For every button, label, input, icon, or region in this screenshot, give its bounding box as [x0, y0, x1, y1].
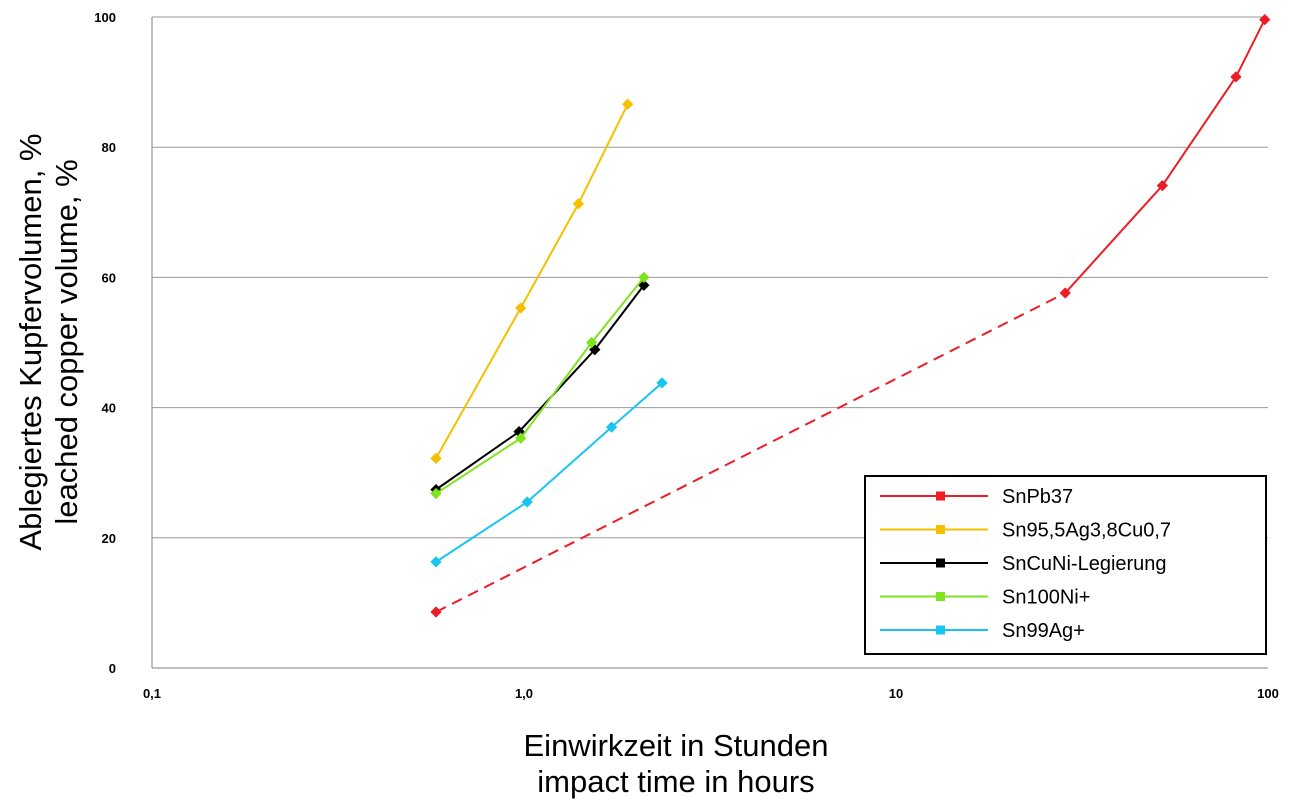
legend: SnPb37 Sn95,5Ag3,8Cu0,7 SnCuNi-Legierung Sn…: [864, 475, 1267, 655]
legend-item-sncuni-legierung: SnCuNi-Legierung: [880, 553, 1167, 575]
y-axis-title: Ablegiertes Kupfervolumen, % leached cop…: [13, 133, 84, 550]
series-line-segment: [1064, 184, 1164, 294]
legend-item-sn99ag: Sn99Ag+: [880, 620, 1085, 642]
legend-swatch-marker: [936, 558, 945, 568]
y-tick-label: 100: [94, 10, 116, 25]
series-line-segment: [610, 382, 663, 428]
y-tick-label: 40: [102, 401, 116, 416]
series-line-segment: [435, 307, 522, 459]
data-point: [515, 432, 527, 444]
series-line-segment: [435, 437, 522, 495]
series-line-segment: [519, 203, 580, 309]
legend-label: SnCuNi-Legierung: [1002, 553, 1167, 575]
x-tick-label: 1,0: [515, 686, 533, 701]
x-tick-label: 0,1: [143, 686, 161, 701]
series-line-segment: [519, 341, 593, 439]
data-point: [515, 302, 527, 314]
series-snpb37: [430, 13, 1271, 618]
data-point: [1230, 71, 1242, 83]
y-axis-title-line-1: Ablegiertes Kupfervolumen, %: [13, 133, 48, 550]
series-line-segment: [1235, 19, 1266, 78]
series-line-segment: [1161, 76, 1237, 187]
legend-label: Sn100Ni+: [1002, 587, 1090, 609]
series-line-segment: [435, 292, 1066, 613]
legend-label: SnPb37: [1002, 486, 1073, 508]
x-tick-label: 10: [889, 686, 903, 701]
legend-label: Sn95,5Ag3,8Cu0,7: [1002, 520, 1171, 542]
data-point: [430, 556, 442, 568]
legend-swatch-marker: [936, 491, 945, 501]
x-axis-title: Einwirkzeit in Stunden impact time in ho…: [524, 728, 829, 799]
data-point: [521, 496, 533, 508]
legend-item-sn95-5ag3-8cu0-7: Sn95,5Ag3,8Cu0,7: [880, 520, 1171, 542]
series-line-segment: [590, 276, 645, 344]
y-tick-label: 0: [109, 661, 116, 676]
y-tick-label: 20: [102, 531, 116, 546]
data-point: [1259, 13, 1271, 26]
series-line-segment: [435, 430, 520, 491]
legend-item-sn100ni: Sn100Ni+: [880, 587, 1090, 609]
x-axis-title-line-2: impact time in hours: [537, 764, 814, 799]
x-tick-labels: 0,1 1,0 10 100: [143, 686, 1279, 701]
axes: [151, 17, 1268, 669]
y-axis-title-line-2: leached copper volume, %: [49, 159, 84, 524]
legend-item-snpb37: SnPb37: [880, 486, 1073, 508]
series-line-segment: [577, 103, 629, 205]
series-layer: [430, 13, 1271, 618]
series-line-segment: [435, 501, 528, 563]
legend-swatch-marker: [936, 625, 945, 635]
data-point: [572, 198, 585, 210]
y-tick-labels: 0 20 40 60 80 100: [94, 10, 116, 676]
data-point: [1059, 287, 1071, 299]
data-point: [430, 452, 442, 465]
legend-label: Sn99Ag+: [1002, 620, 1085, 642]
series-sn95-5ag3-8cu0-7: [430, 98, 634, 465]
series-line-segment: [526, 426, 613, 503]
data-point: [656, 377, 668, 389]
data-point: [430, 606, 442, 618]
data-point: [430, 487, 442, 500]
data-point: [1156, 179, 1169, 192]
series-line-segment: [594, 284, 645, 351]
y-tick-label: 80: [102, 140, 116, 155]
legend-swatch-marker: [936, 592, 945, 601]
gridlines: [152, 16, 1268, 539]
series-sn99ag: [430, 377, 668, 568]
y-tick-label: 60: [102, 270, 116, 285]
legend-swatch-marker: [936, 525, 945, 534]
series-sn100ni: [430, 271, 650, 500]
data-point: [638, 271, 650, 284]
x-tick-label: 100: [1257, 686, 1279, 701]
x-axis-title-line-1: Einwirkzeit in Stunden: [524, 728, 829, 763]
data-point: [585, 336, 598, 349]
data-point: [622, 98, 634, 110]
legend-box: [864, 475, 1267, 655]
data-point: [605, 421, 618, 433]
